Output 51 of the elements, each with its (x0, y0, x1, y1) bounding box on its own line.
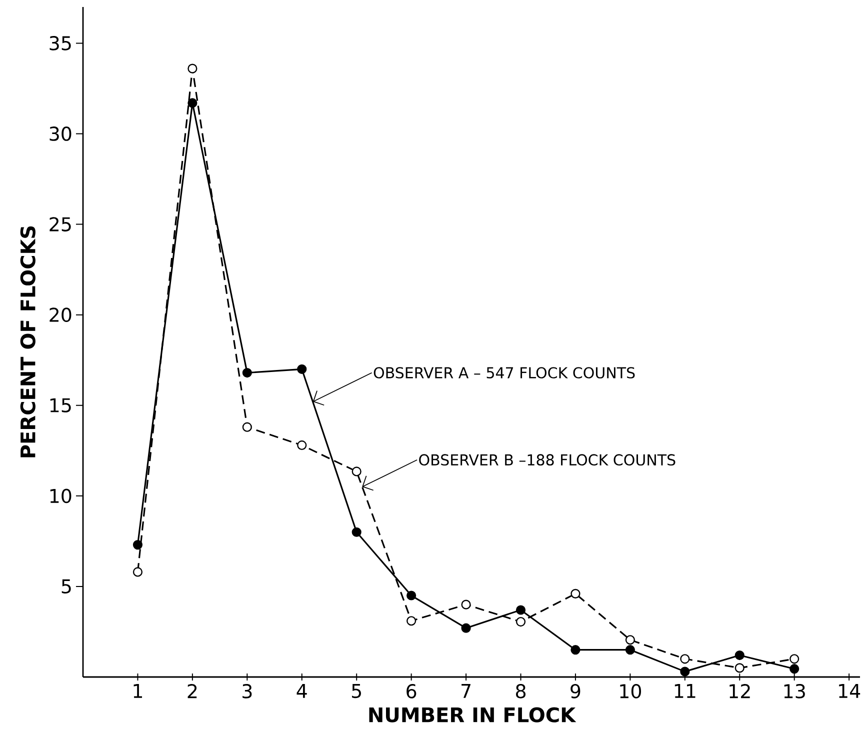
y-tick-label: 15 (50, 398, 71, 412)
x-axis-title: NUMBER IN FLOCK (369, 707, 576, 722)
y-tick-label: 5 (62, 579, 71, 594)
point (734, 663, 744, 673)
point (461, 600, 471, 610)
point (242, 422, 252, 432)
point (297, 364, 307, 374)
point (132, 540, 143, 550)
x-tick-label: 3 (242, 684, 252, 698)
point (188, 64, 198, 74)
y-axis-title: PERCENT OF FLOCKS (20, 226, 36, 458)
x-tick-label: 10 (620, 684, 642, 698)
y-tick-label: 35 (50, 36, 71, 50)
y-tick-label: 25 (50, 217, 71, 232)
y-tick-label: 10 (50, 488, 72, 504)
point (680, 666, 690, 676)
point (352, 527, 362, 537)
annotation: OBSERVER B –188 FLOCK COUNTS (419, 454, 676, 466)
x-tick-label: 14 (839, 684, 860, 698)
x-tick-label: 4 (296, 684, 307, 698)
y-tick-label: 20 (50, 308, 72, 322)
x-tick-label: 8 (516, 684, 526, 698)
x-tick-label: 5 (352, 684, 361, 698)
x-tick-label: 13 (784, 684, 805, 698)
point (352, 466, 362, 476)
point (516, 616, 526, 627)
point (790, 664, 800, 674)
x-tick-label: 1 (134, 684, 142, 698)
point (132, 567, 143, 577)
point (680, 654, 690, 664)
point (461, 623, 471, 633)
point (188, 98, 198, 108)
point (242, 368, 252, 378)
point (516, 605, 526, 615)
point (625, 645, 635, 655)
point (570, 588, 580, 598)
x-tick-label: 12 (730, 684, 750, 698)
point (734, 650, 744, 660)
annotation: OBSERVER A – 547 FLOCK COUNTS (374, 367, 635, 378)
x-tick-label: 7 (462, 684, 470, 698)
x-tick-label: 11 (674, 684, 696, 698)
x-tick-label: 6 (406, 684, 416, 698)
point (297, 440, 307, 450)
x-tick-label: 9 (570, 684, 580, 698)
point (570, 645, 580, 655)
x-tick-label: 2 (188, 684, 197, 698)
point (406, 590, 416, 600)
point (790, 654, 800, 664)
point (625, 635, 635, 645)
point (406, 616, 416, 626)
y-tick-label: 30 (50, 126, 72, 141)
